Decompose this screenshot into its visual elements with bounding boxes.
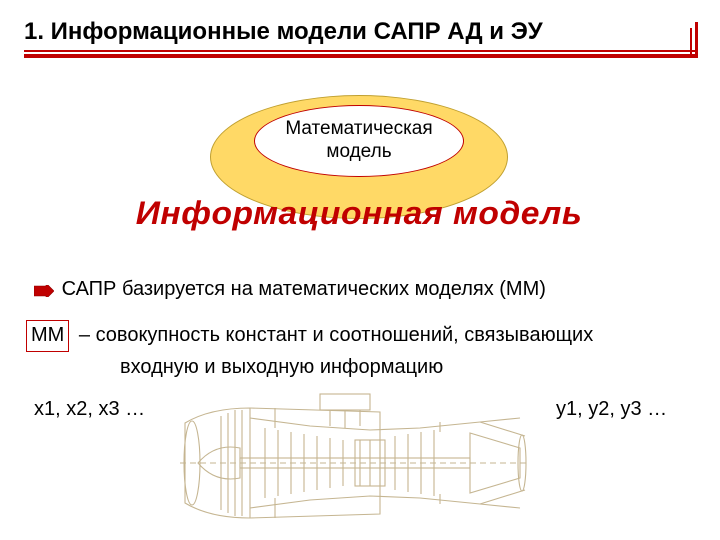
definition: ММ – совокупность констант и соотношений…: [26, 320, 696, 381]
page-title: 1. Информационные модели САПР АД и ЭУ: [24, 18, 696, 50]
input-vars: x1, x2, x3 …: [34, 398, 145, 421]
engine-drawing: [180, 388, 530, 538]
model-diagram: Математическая модель Информационная мод…: [0, 95, 720, 245]
title-underline: [24, 50, 698, 64]
mm-term-box: ММ: [26, 320, 69, 352]
info-model-label: Информационная модель: [114, 195, 603, 232]
definition-dash: –: [73, 324, 95, 346]
inner-oval-label: Математическая модель: [255, 118, 463, 164]
definition-line1: совокупность констант и соотношений, свя…: [96, 324, 594, 346]
arrow-icon: [34, 278, 56, 301]
bullet-text: САПР базируется на математических моделя…: [62, 278, 546, 300]
output-vars: y1, y2, y3 …: [556, 398, 667, 421]
inner-oval: Математическая модель: [254, 105, 464, 177]
bullet-line: САПР базируется на математических моделя…: [34, 278, 694, 301]
definition-line2: входную и выходную информацию: [26, 354, 696, 381]
